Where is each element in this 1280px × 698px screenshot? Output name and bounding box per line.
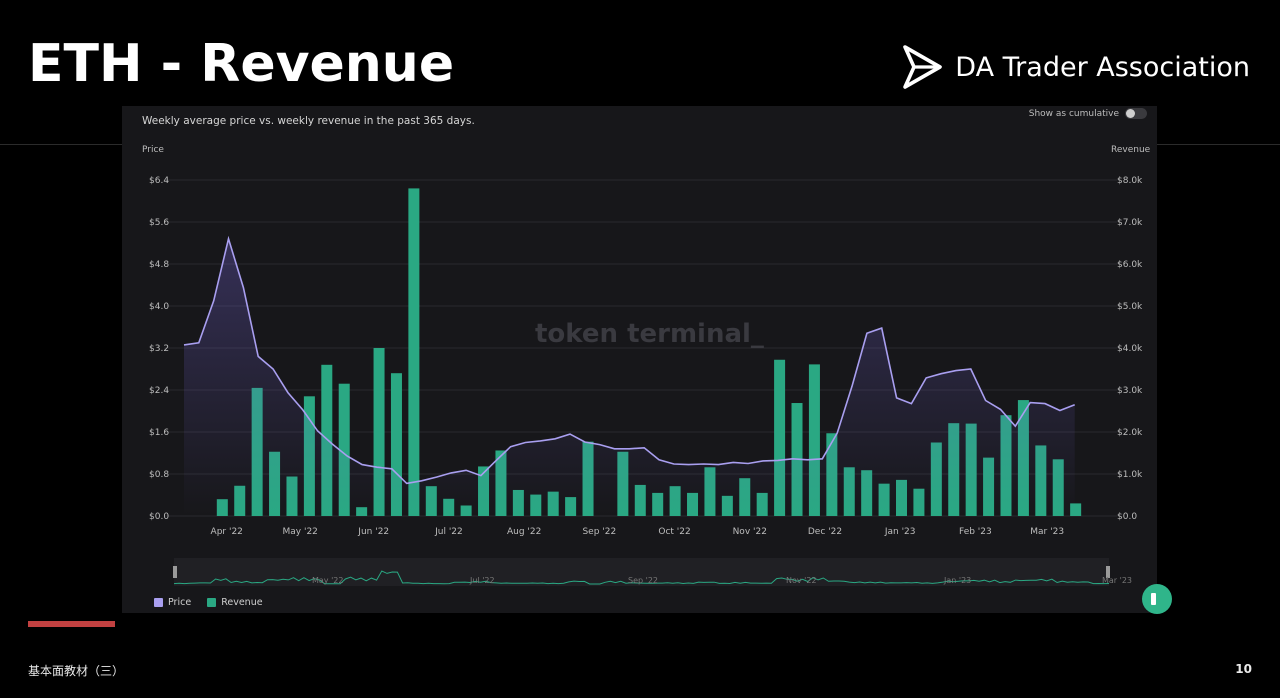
left-tick-label: $4.0: [149, 302, 169, 312]
left-tick-label: $1.6: [149, 428, 169, 438]
accent-bar: [28, 621, 115, 627]
right-tick-label: $5.0k: [1117, 302, 1143, 312]
revenue-bar: [390, 373, 402, 516]
x-tick-label: Jul '22: [434, 527, 463, 537]
chart-legend: Price Revenue: [154, 597, 263, 608]
revenue-price-chart: $0.0 $0.8 $1.6 $2.4 $3.2 $4.0 $4.8 $5.6 $6.4 $0.0…: [142, 145, 1151, 586]
navigator-label: Sep '22: [628, 576, 658, 585]
left-tick-label: $5.6: [149, 218, 169, 228]
x-tick-label: Sep '22: [582, 527, 616, 537]
revenue-bar: [808, 364, 820, 516]
x-tick-label: Apr '22: [211, 527, 243, 537]
navigator-handle-right: [1106, 566, 1110, 578]
x-tick-label: May '22: [283, 527, 318, 537]
navigator-series: [173, 570, 1110, 585]
price-line: [183, 235, 1075, 485]
navigator-label: May '22: [312, 576, 343, 585]
right-tick-label: $0.0: [1117, 512, 1137, 522]
chart-panel: Weekly average price vs. weekly revenue …: [122, 106, 1157, 613]
chat-button[interactable]: [1142, 584, 1172, 614]
cumulative-label: Show as cumulative: [1028, 108, 1119, 119]
price-swatch: [154, 598, 163, 607]
brand-arrow-icon: [903, 45, 943, 89]
legend-price-label: Price: [168, 597, 192, 608]
x-tick-label: Aug '22: [507, 527, 541, 537]
navigator-label: Nov '22: [786, 576, 817, 585]
x-tick-label: Mar '23: [1030, 527, 1064, 537]
x-tick-label: Feb '23: [959, 527, 992, 537]
x-tick-label: Dec '22: [808, 527, 842, 537]
cumulative-toggle[interactable]: Show as cumulative: [1029, 108, 1147, 119]
toggle-switch[interactable]: [1125, 108, 1147, 119]
navigator-label: Jul '22: [469, 576, 495, 585]
x-tick-label: Nov '22: [733, 527, 767, 537]
right-tick-label: $1.0k: [1117, 470, 1143, 480]
revenue-bar: [774, 359, 786, 516]
right-tick-label: $4.0k: [1117, 344, 1143, 354]
chart-caption: Weekly average price vs. weekly revenue …: [142, 115, 475, 127]
brand-logo: DA Trader Association: [901, 44, 1250, 90]
left-axis-label: Price: [142, 145, 164, 155]
navigator-handle-left: [173, 566, 177, 578]
legend-revenue-label: Revenue: [221, 597, 263, 608]
right-tick-label: $3.0k: [1117, 386, 1143, 396]
left-tick-label: $3.2: [149, 344, 169, 354]
page-number: 10: [1235, 662, 1252, 676]
revenue-bar: [1070, 503, 1082, 516]
legend-item-price[interactable]: Price: [154, 597, 191, 608]
revenue-swatch: [207, 598, 217, 607]
revenue-bar: [408, 188, 420, 516]
right-axis-label: Revenue: [1111, 145, 1151, 155]
x-tick-label: Jan '23: [884, 527, 916, 537]
navigator-label: Jan '23: [943, 576, 971, 585]
price-area: [184, 238, 1075, 517]
left-tick-label: $2.4: [149, 386, 169, 396]
navigator-label: Mar '23: [1102, 576, 1132, 585]
right-tick-label: $6.0k: [1117, 260, 1143, 270]
legend-item-revenue[interactable]: Revenue: [207, 597, 263, 608]
revenue-bar: [373, 348, 385, 516]
left-tick-label: $4.8: [149, 260, 169, 270]
revenue-bar: [338, 383, 350, 516]
left-tick-label: $6.4: [149, 176, 169, 186]
watermark: token terminal_: [535, 319, 764, 349]
x-tick-label: Jun '22: [357, 527, 389, 537]
footer-text: 基本面教材（三）: [28, 664, 125, 678]
right-tick-label: $7.0k: [1117, 218, 1143, 228]
left-tick-label: $0.0: [149, 512, 169, 522]
right-tick-label: $8.0k: [1117, 176, 1143, 186]
right-tick-label: $2.0k: [1117, 428, 1143, 438]
slide-title: ETH - Revenue: [28, 34, 455, 94]
left-tick-label: $0.8: [149, 470, 169, 480]
x-tick-label: Oct '22: [658, 527, 690, 537]
brand-name: DA Trader Association: [955, 51, 1250, 83]
